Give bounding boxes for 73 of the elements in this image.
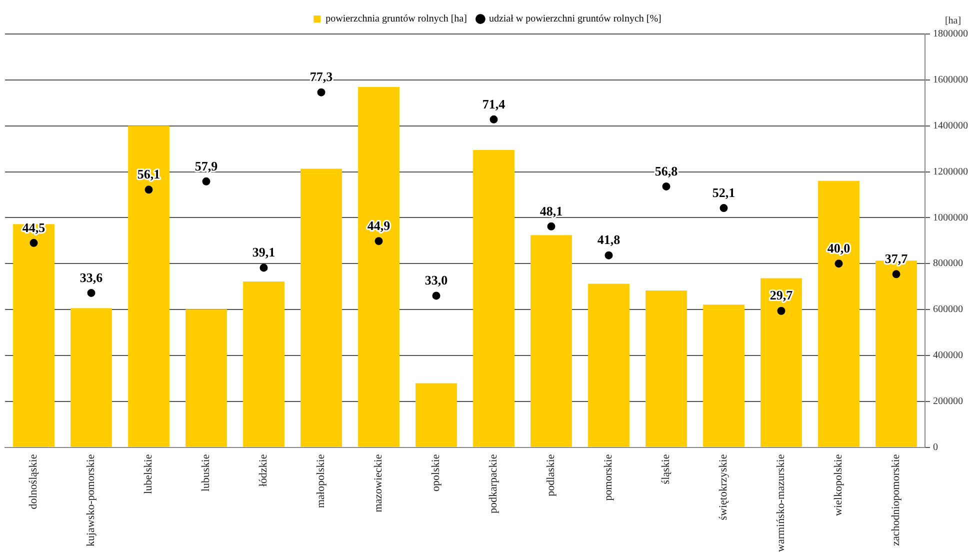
data-label: 41,8 — [597, 232, 621, 248]
bar — [186, 309, 227, 447]
point — [834, 260, 843, 268]
point — [662, 182, 670, 190]
y-tick-label: 200000 — [933, 396, 963, 407]
data-label: 56,1 — [137, 166, 160, 182]
data-label: 33,0 — [424, 272, 448, 288]
x-tick-label: kujawsko-pomorskie — [85, 454, 98, 547]
data-label: 71,4 — [482, 96, 506, 112]
bar — [473, 150, 514, 447]
x-tick-label: śląskie — [660, 454, 672, 484]
bar — [70, 308, 112, 447]
x-tick-label: warmińsko-mazurskie — [775, 454, 788, 552]
data-label: 48,1 — [540, 203, 563, 218]
point — [260, 264, 268, 272]
y-axis-title: [ha] — [944, 16, 962, 27]
data-label: 57,9 — [194, 158, 218, 174]
x-tick-label: mazowieckie — [372, 454, 385, 512]
bar — [760, 278, 802, 447]
bar — [703, 304, 744, 447]
x-tick-label: dolnośląskie — [28, 454, 40, 510]
x-tick-label: podlaskie — [545, 454, 558, 496]
point — [777, 306, 786, 315]
data-label: 40,0 — [827, 240, 850, 256]
bar — [300, 168, 342, 447]
legend-label: powierzchnia gruntów rolnych [ha] — [326, 14, 467, 25]
point — [547, 222, 556, 230]
x-tick-label: małopolskie — [315, 454, 328, 508]
y-tick-label: 1600000 — [933, 74, 968, 86]
x-tick-label: wielkopolskie — [832, 454, 845, 516]
x-tick-label: lubelskie — [142, 454, 155, 494]
point — [432, 292, 440, 300]
data-label: 29,7 — [770, 288, 794, 303]
bar — [588, 284, 630, 447]
x-tick-label: świętokrzyskie — [718, 454, 730, 520]
y-tick-label: 1000000 — [933, 212, 968, 224]
x-tick-label: opolskie — [430, 454, 442, 492]
bar — [818, 180, 860, 447]
data-label: 52,1 — [712, 184, 736, 200]
y-tick-label: 800000 — [933, 258, 963, 270]
data-label: 33,6 — [80, 270, 104, 285]
point — [87, 288, 96, 297]
y-tick-label: 1800000 — [933, 28, 968, 40]
y-tick-label: 0 — [933, 442, 938, 453]
data-label: 39,1 — [252, 244, 276, 260]
bar — [358, 87, 400, 447]
bar — [646, 290, 687, 447]
data-label: 44,9 — [367, 218, 391, 233]
point — [317, 88, 326, 96]
point — [30, 238, 38, 247]
point — [720, 204, 728, 212]
point — [604, 251, 613, 260]
bar — [128, 126, 170, 447]
point — [892, 270, 900, 278]
data-label: 44,5 — [22, 220, 46, 235]
x-tick-label: podkarpackie — [488, 454, 500, 514]
y-tick-label: 1400000 — [933, 120, 968, 132]
bar — [243, 281, 284, 447]
x-tick-label: zachodniopomorskie — [890, 454, 902, 546]
y-tick-label: 400000 — [933, 350, 963, 362]
bar — [13, 224, 54, 447]
bar — [416, 383, 457, 447]
point — [374, 237, 383, 246]
point — [202, 177, 210, 186]
point — [144, 186, 153, 194]
legend-label: udział w powierzchni gruntów rolnych [%] — [488, 14, 662, 25]
y-tick-label: 1200000 — [933, 166, 968, 178]
x-tick-label: lubuskie — [200, 454, 212, 492]
x-tick-label: łódzkie — [258, 454, 270, 487]
bar — [530, 235, 572, 447]
point — [490, 115, 498, 124]
y-tick-label: 600000 — [933, 304, 963, 316]
x-tick-label: pomorskie — [602, 454, 615, 501]
